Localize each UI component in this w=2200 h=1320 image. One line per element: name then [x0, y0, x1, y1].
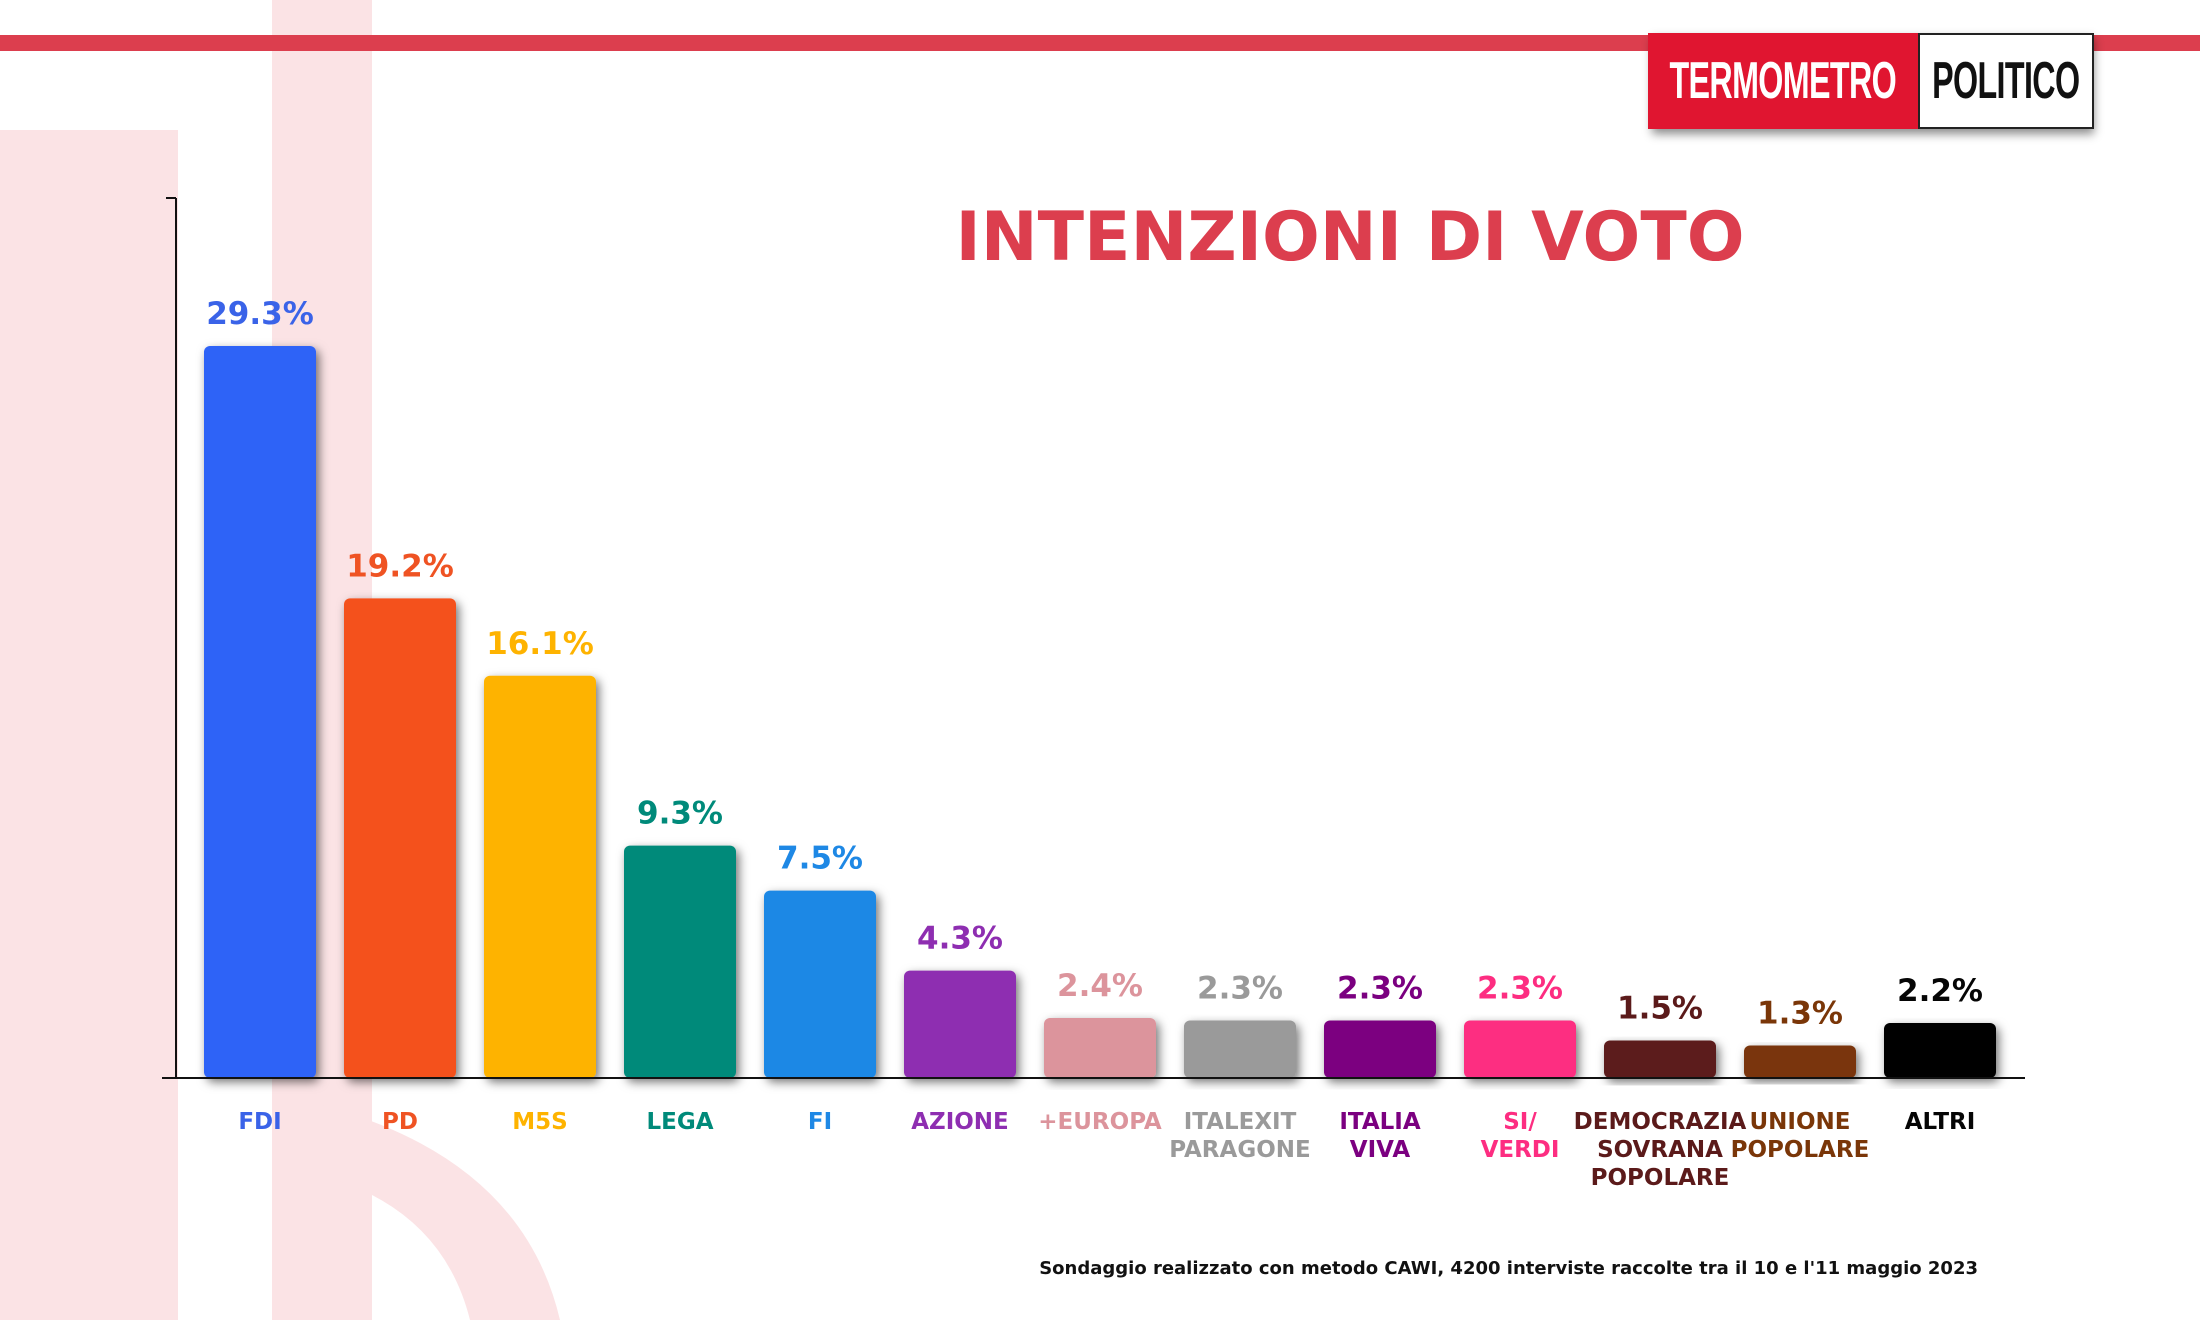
category-label-line: PD	[382, 1109, 418, 1135]
category-label-line: ALTRI	[1905, 1109, 1976, 1135]
bar-11	[1744, 1045, 1856, 1078]
category-label-line: FI	[808, 1109, 832, 1135]
category-label-line: VERDI	[1481, 1137, 1560, 1163]
logo-left-part: TERMOMETRO	[1648, 33, 1918, 129]
value-label-5: 4.3%	[917, 921, 1003, 957]
value-label-3: 9.3%	[637, 796, 723, 832]
value-label-4: 7.5%	[777, 841, 863, 877]
value-label-6: 2.4%	[1057, 968, 1143, 1004]
value-label-7: 2.3%	[1197, 971, 1283, 1007]
category-label-line: SI/	[1503, 1109, 1537, 1135]
category-label-line: UNIONE	[1750, 1109, 1851, 1135]
category-label-7: ITALEXIT PARAGONE	[1169, 1109, 1310, 1163]
category-label-2: M5S	[512, 1109, 567, 1135]
category-label-line: POPOLARE	[1591, 1165, 1730, 1191]
category-label-line: DEMOCRAZIA	[1574, 1109, 1747, 1135]
bar-9	[1464, 1020, 1576, 1078]
category-label-4: FI	[808, 1109, 832, 1135]
bar-3	[624, 845, 736, 1078]
bar-4	[764, 890, 876, 1078]
category-label-line: PARAGONE	[1169, 1137, 1310, 1163]
category-label-line: LEGA	[646, 1109, 713, 1135]
category-label-line: M5S	[512, 1109, 567, 1135]
category-label-line: AZIONE	[911, 1109, 1009, 1135]
category-label-line: ITALIA	[1339, 1109, 1420, 1135]
category-label-11: UNIONE POPOLARE	[1731, 1109, 1870, 1163]
value-label-11: 1.3%	[1757, 996, 1843, 1032]
category-label-line: +EUROPA	[1038, 1109, 1162, 1135]
category-label-12: ALTRI	[1905, 1109, 1976, 1135]
category-label-5: AZIONE	[911, 1109, 1009, 1135]
bar-8	[1324, 1020, 1436, 1078]
category-label-9: SI/VERDI	[1481, 1109, 1560, 1163]
bar-7	[1184, 1020, 1296, 1078]
bar-0	[204, 346, 316, 1078]
bar-5	[904, 970, 1016, 1078]
value-label-9: 2.3%	[1477, 971, 1563, 1007]
value-label-1: 19.2%	[346, 548, 454, 584]
bar-6	[1044, 1018, 1156, 1078]
value-label-10: 1.5%	[1617, 991, 1703, 1027]
logo-right-part: POLITICO	[1918, 33, 2094, 129]
category-label-line: POPOLARE	[1731, 1137, 1870, 1163]
value-label-0: 29.3%	[206, 296, 314, 332]
category-label-line: SOVRANA	[1597, 1137, 1723, 1163]
category-label-6: +EUROPA	[1038, 1109, 1162, 1135]
category-label-line: ITALEXIT	[1184, 1109, 1297, 1135]
bars-group	[204, 346, 1996, 1078]
survey-footnote: Sondaggio realizzato con metodo CAWI, 42…	[1039, 1258, 1978, 1279]
chart-title: INTENZIONI DI VOTO	[955, 198, 1745, 277]
value-label-12: 2.2%	[1897, 973, 1983, 1009]
category-label-0: FDI	[238, 1109, 281, 1135]
category-label-line: FDI	[238, 1109, 281, 1135]
value-label-2: 16.1%	[486, 626, 594, 662]
bar-2	[484, 675, 596, 1078]
value-labels-group: 29.3% 19.2% 16.1% 9.3% 7.5% 4.3% 2.4% 2.3% 2.3% 2…	[206, 296, 1983, 1032]
category-label-3: LEGA	[646, 1109, 713, 1135]
category-label-line: VIVA	[1350, 1137, 1411, 1163]
bar-10	[1604, 1040, 1716, 1078]
value-label-8: 2.3%	[1337, 971, 1423, 1007]
category-label-10: DEMOCRAZIA SOVRANA POPOLARE	[1574, 1109, 1747, 1191]
bar-1	[344, 598, 456, 1078]
termometro-politico-logo: TERMOMETRO POLITICO	[1648, 33, 2094, 129]
category-label-8: ITALIA VIVA	[1339, 1109, 1420, 1163]
axes-group	[162, 197, 2025, 1079]
bar-12	[1884, 1023, 1996, 1078]
category-labels-group: FDI PD M5S LEGA FI AZIONE +EUROPA ITALEXIT PARAG…	[238, 1109, 1975, 1191]
category-label-1: PD	[382, 1109, 418, 1135]
